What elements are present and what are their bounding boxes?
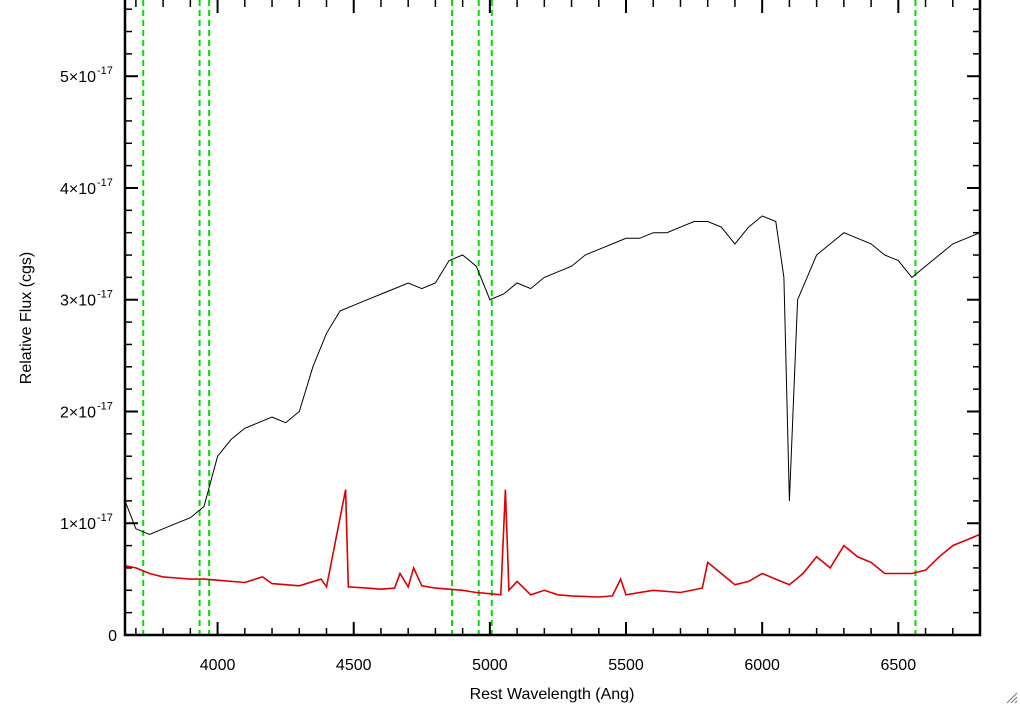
plot-frame: [123, 0, 982, 637]
y-tick-label: 0: [108, 628, 117, 645]
series-line: [125, 489, 980, 598]
y-tick-exponent: -17: [97, 512, 113, 524]
plot-axes: [123, 0, 982, 637]
x-tick-label: 4500: [336, 657, 372, 674]
y-tick-label: 5×10: [60, 69, 96, 86]
spectrum-series: [125, 215, 980, 598]
y-tick-exponent: -17: [97, 289, 113, 301]
x-tick-label: 4000: [200, 657, 236, 674]
x-tick-label: 6000: [744, 657, 780, 674]
x-axis-title: Rest Wavelength (Ang): [470, 686, 635, 703]
x-tick-label: 6500: [881, 657, 917, 674]
y-tick-exponent: -17: [97, 65, 113, 77]
resize-grip-icon[interactable]: [1004, 690, 1018, 704]
y-tick-exponent: -17: [97, 400, 113, 412]
emission-line-markers: [142, 0, 917, 635]
x-tick-label: 5500: [608, 657, 644, 674]
x-tick-label: 5000: [472, 657, 508, 674]
y-tick-exponent: -17: [97, 177, 113, 189]
y-tick-label: 1×10: [60, 516, 96, 533]
series-line: [125, 215, 980, 535]
y-tick-label: 2×10: [60, 404, 96, 421]
y-tick-label: 3×10: [60, 293, 96, 310]
y-tick-label: 4×10: [60, 181, 96, 198]
y-axis-title: Relative Flux (cgs): [18, 252, 35, 384]
